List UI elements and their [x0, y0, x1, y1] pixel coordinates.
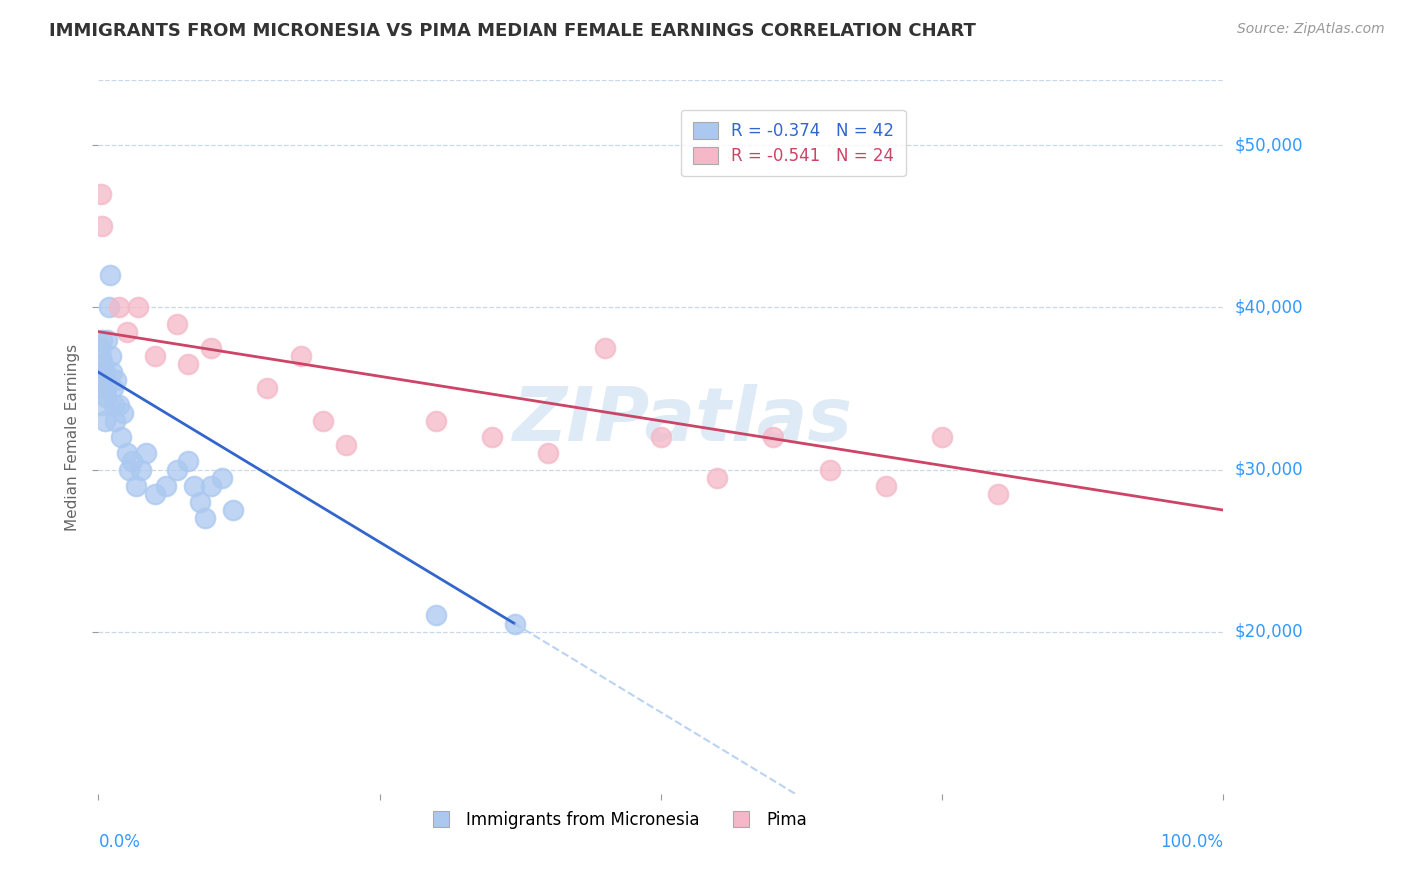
Point: [96, 333, 118, 347]
Point: [101, 365, 124, 379]
Point: [121, 454, 143, 468]
Point: [107, 398, 129, 412]
Point: [425, 414, 447, 428]
Point: [90, 365, 112, 379]
Point: [537, 446, 560, 460]
Point: [98, 268, 121, 282]
Point: [875, 479, 897, 493]
Point: [650, 430, 672, 444]
Point: [818, 462, 841, 476]
Point: [200, 341, 222, 355]
Point: [93, 398, 115, 412]
Point: [177, 357, 200, 371]
Point: [90, 349, 112, 363]
Point: [425, 608, 447, 623]
Point: [143, 349, 166, 363]
Point: [104, 414, 127, 428]
Point: [118, 462, 141, 476]
Point: [135, 446, 157, 460]
Text: $20,000: $20,000: [1234, 623, 1303, 640]
Text: IMMIGRANTS FROM MICRONESIA VS PIMA MEDIAN FEMALE EARNINGS CORRELATION CHART: IMMIGRANTS FROM MICRONESIA VS PIMA MEDIA…: [49, 22, 976, 40]
Point: [312, 414, 335, 428]
Point: [593, 341, 616, 355]
Point: [188, 495, 211, 509]
Text: $30,000: $30,000: [1234, 460, 1303, 478]
Text: Source: ZipAtlas.com: Source: ZipAtlas.com: [1237, 22, 1385, 37]
Point: [89, 341, 111, 355]
Point: [211, 470, 233, 484]
Point: [183, 479, 205, 493]
Point: [91, 357, 114, 371]
Point: [90, 186, 112, 201]
Point: [115, 325, 138, 339]
Point: [931, 430, 953, 444]
Legend: Immigrants from Micronesia, Pima: Immigrants from Micronesia, Pima: [418, 805, 814, 836]
Point: [93, 414, 115, 428]
Point: [115, 446, 138, 460]
Point: [97, 301, 120, 315]
Point: [112, 406, 135, 420]
Point: [101, 381, 124, 395]
Point: [100, 349, 122, 363]
Point: [107, 301, 129, 315]
Point: [706, 470, 728, 484]
Point: [93, 381, 115, 395]
Text: 100.0%: 100.0%: [1160, 833, 1223, 851]
Point: [94, 365, 117, 379]
Text: $50,000: $50,000: [1234, 136, 1303, 154]
Point: [94, 381, 117, 395]
Text: 0.0%: 0.0%: [98, 833, 141, 851]
Point: [155, 479, 177, 493]
Text: ZIPatlas: ZIPatlas: [513, 384, 853, 458]
Point: [200, 479, 222, 493]
Point: [256, 381, 278, 395]
Text: $40,000: $40,000: [1234, 298, 1303, 317]
Point: [166, 462, 188, 476]
Point: [290, 349, 312, 363]
Point: [127, 301, 149, 315]
Point: [166, 317, 188, 331]
Point: [129, 462, 152, 476]
Point: [762, 430, 785, 444]
Point: [194, 511, 217, 525]
Point: [110, 430, 132, 444]
Point: [481, 430, 503, 444]
Point: [103, 398, 125, 412]
Point: [987, 487, 1010, 501]
Point: [91, 333, 114, 347]
Point: [96, 390, 118, 404]
Point: [90, 219, 112, 234]
Y-axis label: Median Female Earnings: Median Female Earnings: [65, 343, 80, 531]
Point: [335, 438, 357, 452]
Point: [222, 503, 245, 517]
Point: [177, 454, 200, 468]
Point: [124, 479, 146, 493]
Point: [503, 616, 526, 631]
Point: [90, 373, 112, 387]
Point: [143, 487, 166, 501]
Point: [105, 373, 128, 387]
